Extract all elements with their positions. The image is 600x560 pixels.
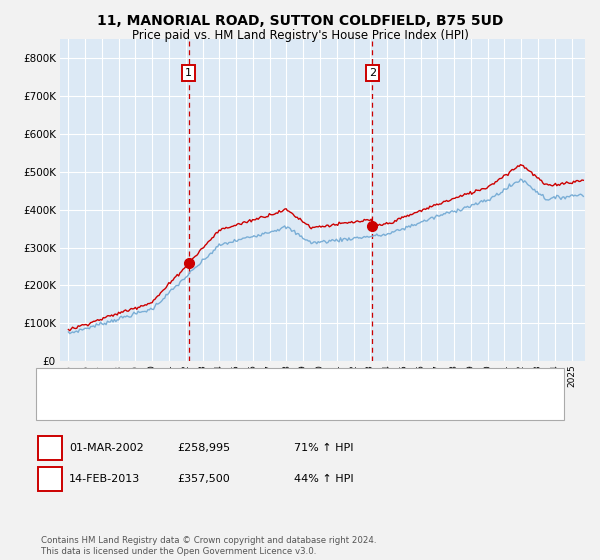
Text: 01-MAR-2002: 01-MAR-2002 (69, 443, 144, 453)
Text: 1: 1 (46, 443, 53, 453)
Text: 2: 2 (46, 474, 53, 484)
Text: Price paid vs. HM Land Registry's House Price Index (HPI): Price paid vs. HM Land Registry's House … (131, 29, 469, 42)
Text: 14-FEB-2013: 14-FEB-2013 (69, 474, 140, 484)
Text: 11, MANORIAL ROAD, SUTTON COLDFIELD, B75 5UD: 11, MANORIAL ROAD, SUTTON COLDFIELD, B75… (97, 14, 503, 28)
Text: 44% ↑ HPI: 44% ↑ HPI (294, 474, 353, 484)
Text: 71% ↑ HPI: 71% ↑ HPI (294, 443, 353, 453)
Text: 1: 1 (185, 68, 192, 78)
Text: 2: 2 (369, 68, 376, 78)
Text: £258,995: £258,995 (177, 443, 230, 453)
Text: Contains HM Land Registry data © Crown copyright and database right 2024.
This d: Contains HM Land Registry data © Crown c… (41, 536, 376, 556)
Text: HPI: Average price, detached house, Birmingham: HPI: Average price, detached house, Birm… (83, 400, 329, 410)
Text: £357,500: £357,500 (177, 474, 230, 484)
Text: 11, MANORIAL ROAD, SUTTON COLDFIELD, B75 5UD (detached house): 11, MANORIAL ROAD, SUTTON COLDFIELD, B75… (83, 379, 435, 389)
